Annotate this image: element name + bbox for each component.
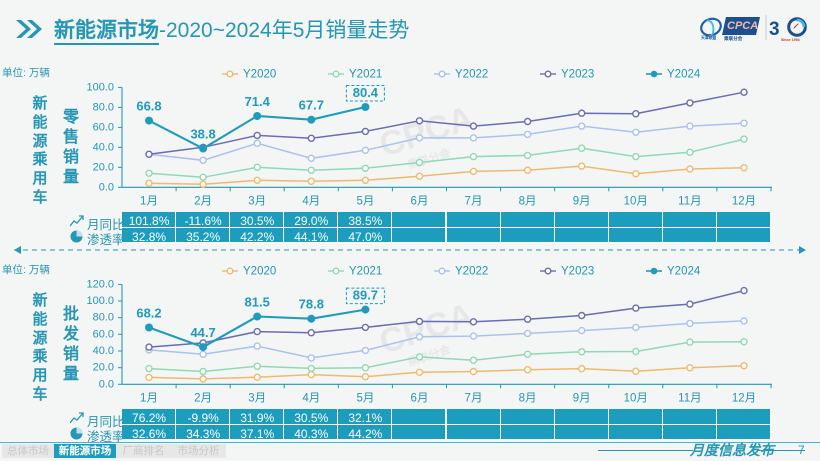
svg-text:4月: 4月 [302,392,320,404]
svg-text:6月: 6月 [411,392,429,404]
svg-text:Y2024: Y2024 [667,266,701,278]
svg-text:11月: 11月 [678,195,701,207]
svg-text:9月: 9月 [573,195,591,207]
svg-text:12月: 12月 [732,392,756,404]
svg-text:2月: 2月 [194,195,212,207]
svg-text:44.7: 44.7 [190,325,215,340]
svg-text:3月: 3月 [248,392,266,404]
svg-text:Y2023: Y2023 [561,266,594,278]
svg-text:5月: 5月 [356,195,374,207]
svg-text:单位: 万辆: 单位: 万辆 [2,263,50,276]
svg-text:6月: 6月 [411,195,429,207]
svg-text:10月: 10月 [624,195,648,207]
svg-text:10月: 10月 [624,392,648,404]
svg-text:5月: 5月 [356,392,374,404]
svg-text:80.0: 80.0 [93,312,114,324]
svg-text:68.2: 68.2 [136,306,161,321]
svg-text:Y2024: Y2024 [667,69,701,81]
svg-text:100.0: 100.0 [86,81,114,93]
svg-text:81.5: 81.5 [245,295,270,310]
svg-text:CPCA: CPCA [727,20,758,32]
svg-text:80.4: 80.4 [353,85,379,100]
svg-text:120.0: 120.0 [86,278,114,290]
svg-text:4月: 4月 [302,195,320,207]
svg-text:1月: 1月 [140,392,158,404]
svg-text:7月: 7月 [465,195,483,207]
svg-text:Y2020: Y2020 [243,69,276,81]
svg-text:Y2021: Y2021 [349,266,382,278]
svg-text:66.8: 66.8 [136,99,161,114]
svg-text:0.0: 0.0 [99,181,114,193]
svg-text:7月: 7月 [465,392,483,404]
svg-text:60.0: 60.0 [93,121,114,133]
svg-text:乘联分会: 乘联分会 [723,35,743,42]
svg-text:Y2020: Y2020 [243,266,276,278]
svg-text:1月: 1月 [140,195,158,207]
svg-text:40.0: 40.0 [93,345,114,357]
svg-text:80.0: 80.0 [93,101,114,113]
svg-text:78.8: 78.8 [299,297,324,312]
svg-text:100.0: 100.0 [86,295,114,307]
svg-text:11月: 11月 [678,392,701,404]
svg-text:Y2023: Y2023 [561,69,594,81]
svg-text:20.0: 20.0 [93,161,114,173]
svg-text:38.8: 38.8 [190,127,215,142]
svg-text:天津联盟: 天津联盟 [701,35,716,40]
svg-text:单位: 万辆: 单位: 万辆 [2,66,50,79]
svg-text:89.7: 89.7 [353,288,378,303]
svg-text:Y2022: Y2022 [455,266,488,278]
svg-text:60.0: 60.0 [93,328,114,340]
svg-text:3: 3 [769,19,780,40]
svg-text:0.0: 0.0 [99,378,114,390]
svg-text:Since 1994: Since 1994 [781,38,800,42]
svg-text:2月: 2月 [194,392,212,404]
svg-text:12月: 12月 [732,195,756,207]
svg-text:8月: 8月 [519,392,537,404]
svg-text:71.4: 71.4 [245,94,271,109]
svg-text:3月: 3月 [248,195,266,207]
svg-text:Y2021: Y2021 [349,69,382,81]
svg-text:8月: 8月 [519,195,537,207]
svg-text:67.7: 67.7 [299,98,324,113]
svg-text:Y2022: Y2022 [455,69,488,81]
svg-text:20.0: 20.0 [93,362,114,374]
svg-text:40.0: 40.0 [93,141,114,153]
svg-text:9月: 9月 [573,392,591,404]
